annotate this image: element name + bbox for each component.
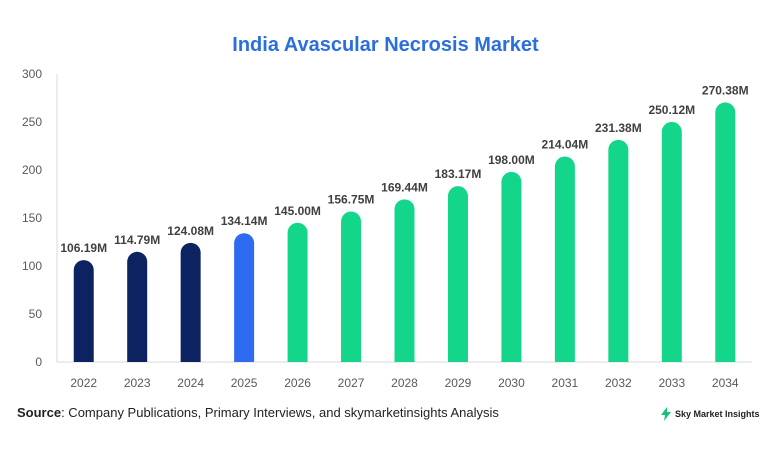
data-label-2022: 106.19M (60, 241, 107, 255)
x-tick-label: 2032 (605, 376, 632, 390)
data-label-2028: 169.44M (381, 180, 428, 194)
x-tick-label: 2024 (177, 376, 204, 390)
data-label-2027: 156.75M (328, 193, 375, 207)
bar-2029 (447, 186, 468, 362)
y-tick-label: 250 (22, 115, 42, 129)
brand-logo: Sky Market Insights (660, 407, 760, 421)
data-label-2030: 198.00M (488, 153, 535, 167)
bar-2031 (554, 156, 575, 362)
bar-2033 (661, 121, 682, 362)
x-tick-label: 2029 (445, 376, 472, 390)
bar-2027 (341, 211, 362, 362)
data-label-2026: 145.00M (274, 204, 321, 218)
x-tick-label: 2033 (658, 376, 685, 390)
x-tick-label: 2025 (231, 376, 258, 390)
data-label-2032: 231.38M (595, 121, 642, 135)
bar-chart: 0 50 100 150 200 250 300 106.19M 114.79M 124.08M… (22, 67, 752, 390)
data-label-2034: 270.38M (702, 83, 749, 97)
data-label-2033: 250.12M (648, 103, 695, 117)
y-tick-label: 100 (22, 259, 42, 273)
y-tick-labels: 0 50 100 150 200 250 300 (22, 67, 42, 369)
x-tick-label: 2028 (391, 376, 418, 390)
x-tick-label: 2026 (284, 376, 311, 390)
data-label-2023: 114.79M (114, 233, 160, 247)
x-tick-label: 2022 (70, 376, 97, 390)
source-label: Source (17, 405, 62, 420)
bar-2025 (234, 233, 255, 362)
bar-2032 (608, 139, 629, 362)
x-tick-label: 2030 (498, 376, 525, 390)
data-labels-group: 106.19M 114.79M 124.08M 134.14M 145.00M 156.7… (60, 83, 748, 255)
bar-2023 (127, 251, 148, 362)
y-tick-label: 200 (22, 163, 42, 177)
bar-2022 (73, 260, 94, 362)
data-label-2025: 134.14M (221, 214, 268, 228)
data-label-2029: 183.17M (435, 167, 482, 181)
bar-2024 (180, 242, 201, 362)
source-text: : Company Publications, Primary Intervie… (61, 405, 499, 420)
bar-2026 (287, 222, 308, 362)
x-tick-label: 2027 (338, 376, 365, 390)
bars-group (73, 102, 736, 362)
y-tick-label: 0 (35, 355, 42, 369)
bar-2030 (501, 171, 522, 362)
data-label-2024: 124.08M (167, 224, 214, 238)
y-tick-label: 150 (22, 211, 42, 225)
source-line: Source: Company Publications, Primary In… (17, 405, 499, 420)
y-tick-label: 50 (29, 307, 43, 321)
bar-2034 (715, 102, 736, 362)
bar-2028 (394, 199, 415, 362)
y-tick-label: 300 (22, 67, 42, 81)
lightning-bolt-icon (661, 407, 671, 421)
x-tick-label: 2023 (124, 376, 151, 390)
x-tick-label: 2034 (712, 376, 739, 390)
x-tick-label: 2031 (552, 376, 579, 390)
x-tick-labels: 2022 2023 2024 2025 2026 2027 2028 2029 2030 2031… (70, 376, 739, 390)
data-label-2031: 214.04M (542, 138, 589, 152)
chart-title: India Avascular Necrosis Market (232, 34, 539, 56)
brand-text: Sky Market Insights (675, 409, 760, 419)
